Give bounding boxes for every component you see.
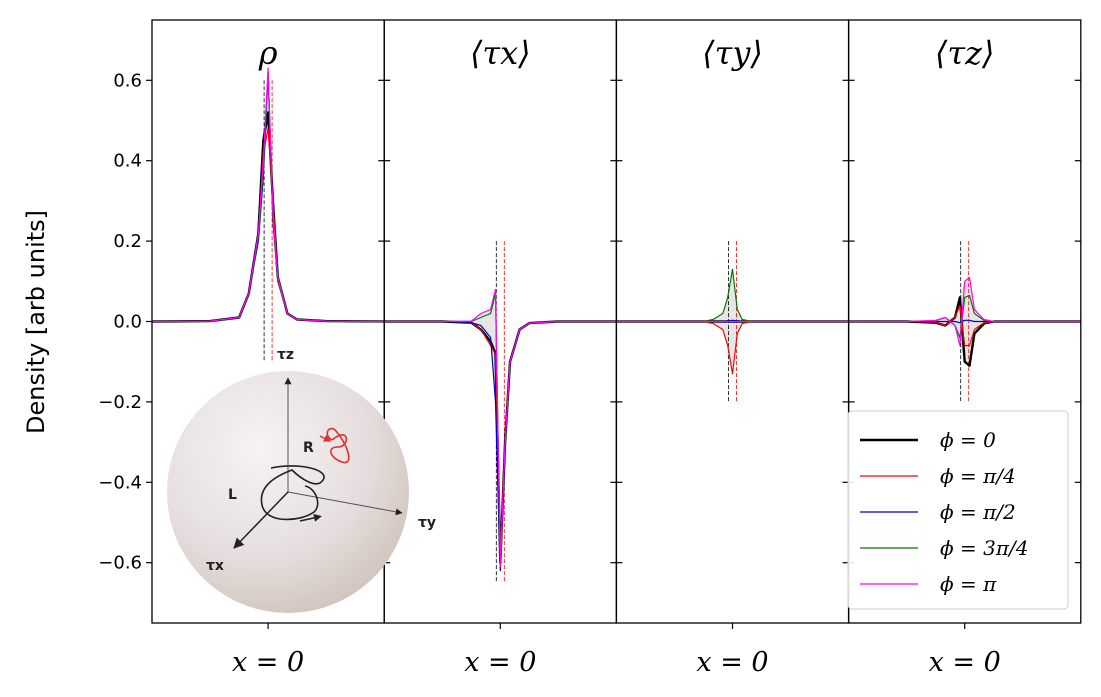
y-tick-label: 0.2 (113, 231, 142, 252)
y-axis-label: Density [arb units] (22, 210, 50, 434)
y-axis-ticks: −0.6 −0.4 −0.2 0.0 0.2 0.4 0.6 (98, 70, 152, 574)
trajectory-l (260, 465, 325, 521)
y-tick-label: 0.6 (113, 70, 142, 91)
shaded-band (152, 68, 385, 322)
point-label-l: L (228, 487, 237, 503)
series-line (151, 111, 385, 323)
legend-entries: ϕ = 0 ϕ = π/4 ϕ = π/2 ϕ = 3π/4 ϕ = π (860, 428, 1028, 596)
y-tick-label: −0.6 (98, 553, 142, 574)
series-line (384, 288, 617, 568)
y-tick-label: 0.0 (113, 312, 142, 333)
legend-box (847, 410, 1069, 610)
trajectory-r (326, 427, 350, 464)
trajectory-l-arrow (299, 513, 322, 522)
series-line (848, 276, 1081, 347)
legend-label: ϕ = 0 (940, 428, 996, 452)
legend-label: ϕ = π (940, 572, 997, 596)
x-tick-label: x = 0 (929, 647, 1001, 678)
tau-y-axis-label: τy (418, 515, 436, 531)
x-tick-label: x = 0 (232, 647, 304, 678)
x-tick-label: x = 0 (464, 647, 536, 678)
x-tick-label: x = 0 (696, 647, 768, 678)
legend-label: ϕ = π/2 (940, 500, 1016, 524)
legend-label: ϕ = 3π/4 (940, 536, 1028, 560)
panel-title: ⟨τx⟩ (470, 34, 531, 72)
panel-title: ρ (258, 34, 278, 72)
shaded-band (848, 277, 1081, 366)
panel-3: ⟨τy⟩ x = 0 (615, 19, 850, 678)
y-tick-label: 0.4 (113, 151, 142, 172)
y-tick-label: −0.2 (98, 392, 142, 413)
tau-x-axis-label: τx (206, 558, 224, 574)
series-line (151, 67, 385, 323)
point-label-r: R (303, 440, 314, 456)
legend: ϕ = 0 ϕ = π/4 ϕ = π/2 ϕ = 3π/4 ϕ = π (847, 410, 1069, 610)
tau-x-axis-arrow (233, 491, 289, 549)
tau-z-axis-label: τz (277, 347, 294, 363)
panel-4: ⟨τz⟩ x = 0 (847, 19, 1082, 678)
panel-2: ⟨τx⟩ x = 0 (383, 19, 618, 678)
y-tick-label: −0.4 (98, 472, 142, 493)
panel-title: ⟨τz⟩ (935, 34, 995, 72)
legend-label: ϕ = π/4 (940, 464, 1016, 488)
trajectory-r-arrow (319, 434, 332, 442)
bloch-sphere-inset: τz τy τx R L (167, 347, 436, 613)
tau-y-axis-arrow (287, 491, 403, 516)
series-line (151, 127, 385, 323)
panel-title: ⟨τy⟩ (702, 34, 763, 72)
